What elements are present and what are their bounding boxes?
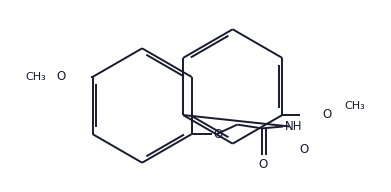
Text: O: O [322, 108, 332, 121]
Text: NH: NH [285, 120, 303, 133]
Text: O: O [213, 128, 222, 141]
Text: O: O [258, 158, 268, 171]
Text: CH₃: CH₃ [25, 72, 46, 82]
Text: O: O [57, 70, 66, 83]
Text: CH₃: CH₃ [344, 101, 365, 111]
Text: O: O [300, 143, 309, 156]
